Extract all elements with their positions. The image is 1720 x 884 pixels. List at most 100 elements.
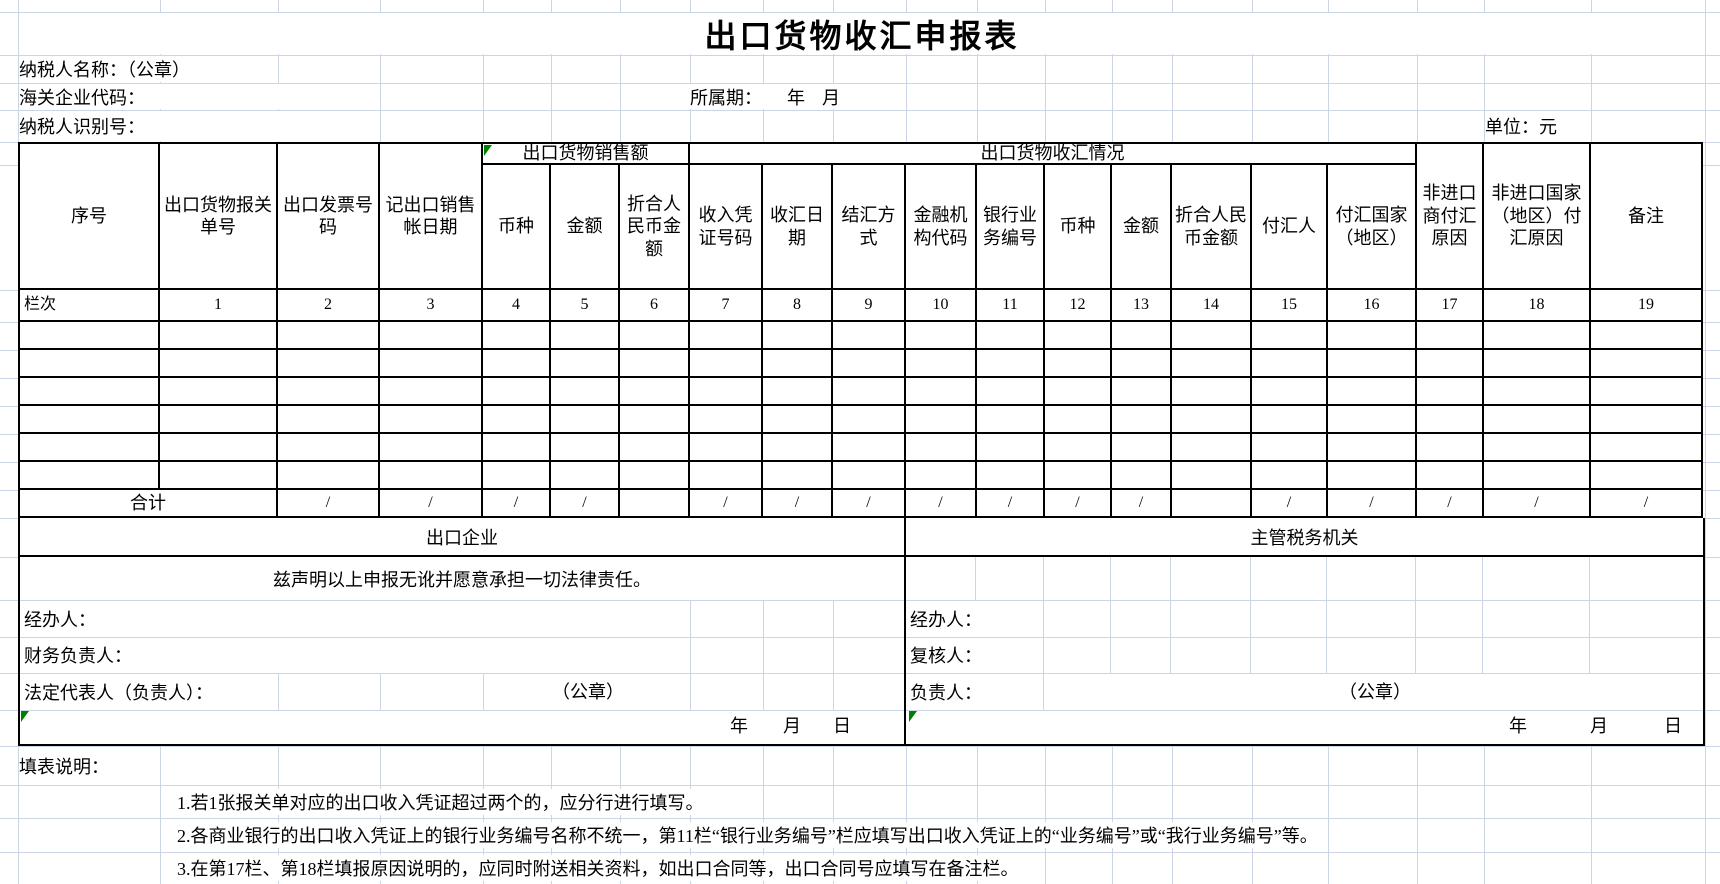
data-cell[interactable] xyxy=(763,434,833,462)
data-cell[interactable] xyxy=(1591,322,1703,350)
data-cell[interactable] xyxy=(1484,322,1591,350)
data-cell[interactable] xyxy=(278,462,380,490)
data-cell[interactable] xyxy=(551,462,620,490)
data-cell[interactable] xyxy=(1172,322,1252,350)
data-cell[interactable] xyxy=(833,462,906,490)
data-cell[interactable] xyxy=(278,350,380,378)
data-cell[interactable] xyxy=(620,462,690,490)
data-cell[interactable] xyxy=(1417,406,1484,434)
data-cell[interactable] xyxy=(551,350,620,378)
data-cell[interactable] xyxy=(483,350,551,378)
data-cell[interactable] xyxy=(833,350,906,378)
data-cell[interactable] xyxy=(1417,378,1484,406)
data-cell[interactable] xyxy=(483,322,551,350)
data-cell[interactable] xyxy=(977,378,1045,406)
data-cell[interactable] xyxy=(1172,406,1252,434)
data-cell[interactable] xyxy=(620,350,690,378)
data-cell[interactable] xyxy=(906,322,977,350)
data-cell[interactable] xyxy=(483,462,551,490)
data-cell[interactable] xyxy=(1417,434,1484,462)
data-cell[interactable] xyxy=(833,322,906,350)
data-cell[interactable] xyxy=(906,434,977,462)
data-cell[interactable] xyxy=(380,322,483,350)
data-cell[interactable] xyxy=(160,378,278,406)
data-cell[interactable] xyxy=(690,434,763,462)
data-cell[interactable] xyxy=(160,350,278,378)
data-cell[interactable] xyxy=(278,434,380,462)
data-cell[interactable] xyxy=(1591,350,1703,378)
data-cell[interactable] xyxy=(690,322,763,350)
data-cell[interactable] xyxy=(1112,322,1172,350)
data-cell[interactable] xyxy=(1591,378,1703,406)
data-cell[interactable] xyxy=(1484,434,1591,462)
data-cell[interactable] xyxy=(906,462,977,490)
data-cell[interactable] xyxy=(1112,462,1172,490)
data-cell[interactable] xyxy=(1591,406,1703,434)
data-cell[interactable] xyxy=(20,434,160,462)
data-cell[interactable] xyxy=(1252,462,1328,490)
data-cell[interactable] xyxy=(906,406,977,434)
data-cell[interactable] xyxy=(1045,350,1112,378)
data-cell[interactable] xyxy=(620,322,690,350)
data-cell[interactable] xyxy=(977,322,1045,350)
data-cell[interactable] xyxy=(906,350,977,378)
data-cell[interactable] xyxy=(160,434,278,462)
data-cell[interactable] xyxy=(977,350,1045,378)
data-cell[interactable] xyxy=(1484,462,1591,490)
data-cell[interactable] xyxy=(160,462,278,490)
data-cell[interactable] xyxy=(833,434,906,462)
data-cell[interactable] xyxy=(380,378,483,406)
data-cell[interactable] xyxy=(1591,462,1703,490)
data-cell[interactable] xyxy=(551,434,620,462)
data-cell[interactable] xyxy=(1112,378,1172,406)
data-cell[interactable] xyxy=(620,434,690,462)
data-cell[interactable] xyxy=(483,378,551,406)
data-cell[interactable] xyxy=(763,406,833,434)
data-cell[interactable] xyxy=(1252,406,1328,434)
data-cell[interactable] xyxy=(160,322,278,350)
data-cell[interactable] xyxy=(1252,350,1328,378)
data-cell[interactable] xyxy=(763,350,833,378)
data-cell[interactable] xyxy=(690,462,763,490)
data-cell[interactable] xyxy=(1328,434,1417,462)
data-cell[interactable] xyxy=(1112,434,1172,462)
data-cell[interactable] xyxy=(483,434,551,462)
data-cell[interactable] xyxy=(620,406,690,434)
data-cell[interactable] xyxy=(278,322,380,350)
data-cell[interactable] xyxy=(278,406,380,434)
data-cell[interactable] xyxy=(1328,322,1417,350)
data-cell[interactable] xyxy=(1328,350,1417,378)
data-cell[interactable] xyxy=(551,406,620,434)
data-cell[interactable] xyxy=(20,406,160,434)
data-cell[interactable] xyxy=(1591,434,1703,462)
data-cell[interactable] xyxy=(833,406,906,434)
data-cell[interactable] xyxy=(1045,322,1112,350)
data-cell[interactable] xyxy=(1328,462,1417,490)
data-cell[interactable] xyxy=(380,350,483,378)
data-cell[interactable] xyxy=(20,322,160,350)
data-cell[interactable] xyxy=(1484,350,1591,378)
data-cell[interactable] xyxy=(1252,378,1328,406)
data-cell[interactable] xyxy=(1112,406,1172,434)
data-cell[interactable] xyxy=(1328,378,1417,406)
data-cell[interactable] xyxy=(483,406,551,434)
data-cell[interactable] xyxy=(1172,350,1252,378)
data-cell[interactable] xyxy=(1484,378,1591,406)
exporter-date-row[interactable]: 年 月 日 xyxy=(20,708,904,744)
data-cell[interactable] xyxy=(1045,378,1112,406)
data-cell[interactable] xyxy=(977,462,1045,490)
data-cell[interactable] xyxy=(1045,406,1112,434)
data-cell[interactable] xyxy=(1484,406,1591,434)
data-cell[interactable] xyxy=(690,350,763,378)
tax-date-row[interactable]: 年 月 日 xyxy=(906,708,1703,744)
data-cell[interactable] xyxy=(380,434,483,462)
data-cell[interactable] xyxy=(1045,462,1112,490)
period-field[interactable]: 所属期： 年 月 xyxy=(690,84,906,109)
data-cell[interactable] xyxy=(20,462,160,490)
data-cell[interactable] xyxy=(1417,462,1484,490)
data-cell[interactable] xyxy=(20,378,160,406)
data-cell[interactable] xyxy=(763,462,833,490)
data-cell[interactable] xyxy=(1252,322,1328,350)
data-cell[interactable] xyxy=(833,378,906,406)
data-cell[interactable] xyxy=(278,378,380,406)
